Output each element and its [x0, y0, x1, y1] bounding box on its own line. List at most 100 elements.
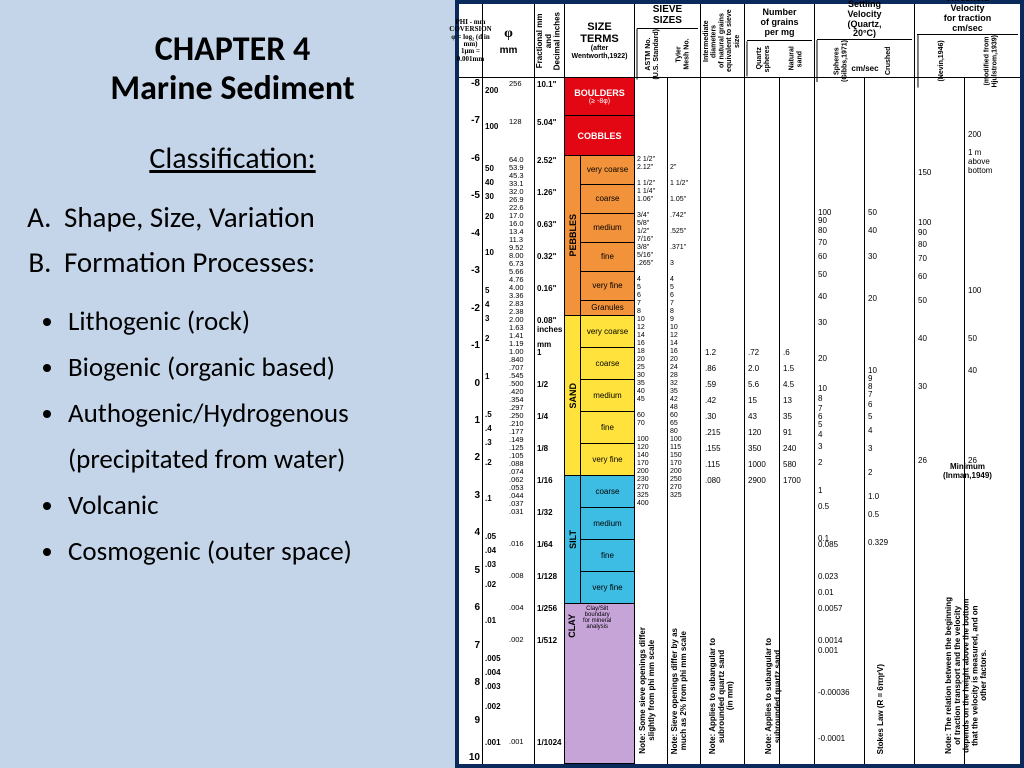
list-letter-b: Formation Processes:: [58, 240, 437, 285]
frac-tick: 0.08" inches: [537, 316, 562, 334]
phi-tick: -7: [471, 115, 480, 126]
hdr-intermediate: Intermediate diameters of natural grains…: [701, 4, 745, 78]
sieve2-tick: 35: [670, 388, 678, 395]
sieve1-tick: .265": [637, 260, 653, 267]
hdr-sieve: SIEVE SIZES ASTM No. (U.S. Standard) Tyl…: [635, 4, 701, 78]
vel1-tick: 20: [818, 354, 827, 363]
num1-tick: 350: [748, 444, 761, 453]
frac-tick: 0.63": [537, 220, 556, 229]
phi-tick: 2: [474, 452, 480, 463]
sieve1-tick: 325: [637, 492, 649, 499]
intercol-tick: .42: [705, 396, 716, 405]
phi-tick: 3: [474, 490, 480, 501]
frac-tick: 1.26": [537, 188, 556, 197]
vel2-tick: 7: [868, 390, 872, 399]
sieve2-tick: 6: [670, 292, 674, 299]
bullet-volcanic: Volcanic: [66, 483, 437, 529]
mm-big-tick: 4: [485, 300, 489, 309]
mm-big-tick: 5: [485, 286, 489, 295]
num2-tick: 91: [783, 428, 792, 437]
thr1-tick: 80: [918, 240, 927, 249]
size-sub: very fine: [581, 444, 634, 475]
frac-tick: 1/128: [537, 572, 557, 581]
frac-tick: 1/16: [537, 476, 553, 485]
title-line1: CHAPTER 4: [155, 29, 311, 70]
sieve2-tick: 250: [670, 476, 682, 483]
mm-big-tick: .4: [485, 424, 492, 433]
frac-tick: 2.52": [537, 156, 556, 165]
thr2-tick: 100: [968, 286, 981, 295]
sieve1-tick: 35: [637, 380, 645, 387]
vel1-tick: -0.00036: [818, 688, 850, 697]
sieve-column: 2 1/2"2.12"1 1/2"1 1/4"1.06"3/4"5/8"1/2"…: [635, 78, 701, 764]
frac-tick: 1/512: [537, 636, 557, 645]
sieve1-tick: 30: [637, 372, 645, 379]
sieve2-tick: .742": [670, 212, 686, 219]
sieve1-tick: 40: [637, 388, 645, 395]
sieve1-tick: 3/8": [637, 244, 649, 251]
num2-tick: 580: [783, 460, 796, 469]
phi-tick: -3: [471, 265, 480, 276]
bullet-cosmogenic: Cosmogenic (outer space): [66, 529, 437, 575]
size-sub: very fine: [581, 272, 634, 301]
phi-tick: 4: [474, 527, 480, 538]
intermediate-column: Note: Applies to subangular to subrounde…: [701, 78, 745, 764]
size-band-sand: SANDvery coarsecoarsemediumfinevery fine: [565, 316, 634, 476]
num1-tick: 5.6: [748, 380, 759, 389]
mm-big-tick: .1: [485, 494, 492, 503]
sieve2-tick: 8: [670, 308, 674, 315]
list-letter-a: Shape, Size, Variation: [58, 195, 437, 240]
thr1-tick: 150: [918, 168, 931, 177]
sieve1-tick: 1 1/4": [637, 188, 655, 195]
sieve2-tick: 325: [670, 492, 682, 499]
sieve1-tick: 14: [637, 332, 645, 339]
sieve1-tick: 70: [637, 420, 645, 427]
size-band-cobbles: COBBLES: [565, 116, 634, 156]
intercol-tick: .115: [705, 460, 720, 469]
size-terms-column: BOULDERS(≥ -8φ)COBBLESPEBBLESvery coarse…: [565, 78, 635, 764]
bullet-list: Lithogenic (rock) Biogenic (organic base…: [28, 299, 437, 574]
sieve1-tick: 5/16": [637, 252, 653, 259]
sieve2-tick: 1.05": [670, 196, 686, 203]
sieve1-tick: 7: [637, 300, 641, 307]
sieve2-tick: 115: [670, 444, 681, 451]
sieve1-tick: 10: [637, 316, 645, 323]
hdr-fractional: Fractional mm and Decimal inches: [535, 4, 565, 78]
vel1-tick: 0.5: [818, 502, 829, 511]
thr1-tick: 30: [918, 382, 927, 391]
size-sub: very coarse: [581, 316, 634, 348]
frac-tick: 1/4: [537, 412, 548, 421]
sieve1-tick: 2 1/2": [637, 156, 655, 163]
note-sieve2: Note: Sieve openings differ by as much a…: [671, 628, 695, 754]
thr1-tick: 100: [918, 218, 931, 227]
vel1-tick: 0.023: [818, 572, 838, 581]
size-sub: fine: [581, 540, 634, 572]
mm-fine-tick: .016: [509, 540, 524, 548]
sieve2-tick: 12: [670, 332, 678, 339]
vel1-tick: -0.0001: [818, 734, 845, 743]
frac-tick: 1/1024: [537, 738, 561, 747]
size-band-clay: CLAYClay/Silt boundary for mineral analy…: [565, 604, 634, 764]
mm-big-tick: 50: [485, 164, 494, 173]
sieve2-tick: 48: [670, 404, 678, 411]
vel2-tick: 3: [868, 444, 872, 453]
vel1-tick: 3: [818, 442, 822, 451]
sieve1-tick: 270: [637, 484, 649, 491]
lettered-list: Shape, Size, Variation Formation Process…: [28, 195, 437, 285]
phi-axis: -8-7-6-5-4-3-2-1012345678910: [459, 78, 483, 764]
mm-big-tick: 100: [485, 122, 498, 131]
sieve1-tick: 1 1/2": [637, 180, 655, 187]
vel1-tick: 0.001: [818, 646, 838, 655]
phi-tick: -4: [471, 228, 480, 239]
frac-tick: 1/256: [537, 604, 557, 613]
intercol-tick: .080: [705, 476, 721, 485]
intercol-tick: .215: [705, 428, 721, 437]
mm-big-tick: .02: [485, 580, 496, 589]
mm-fine-tick: .004: [509, 604, 524, 612]
size-sub: very fine: [581, 572, 634, 603]
size-sub: coarse: [581, 185, 634, 214]
size-sub: coarse: [581, 348, 634, 380]
sieve1-tick: 2.12": [637, 164, 653, 171]
vel2-tick: 4: [868, 426, 872, 435]
vel1-tick: 8: [818, 394, 822, 403]
